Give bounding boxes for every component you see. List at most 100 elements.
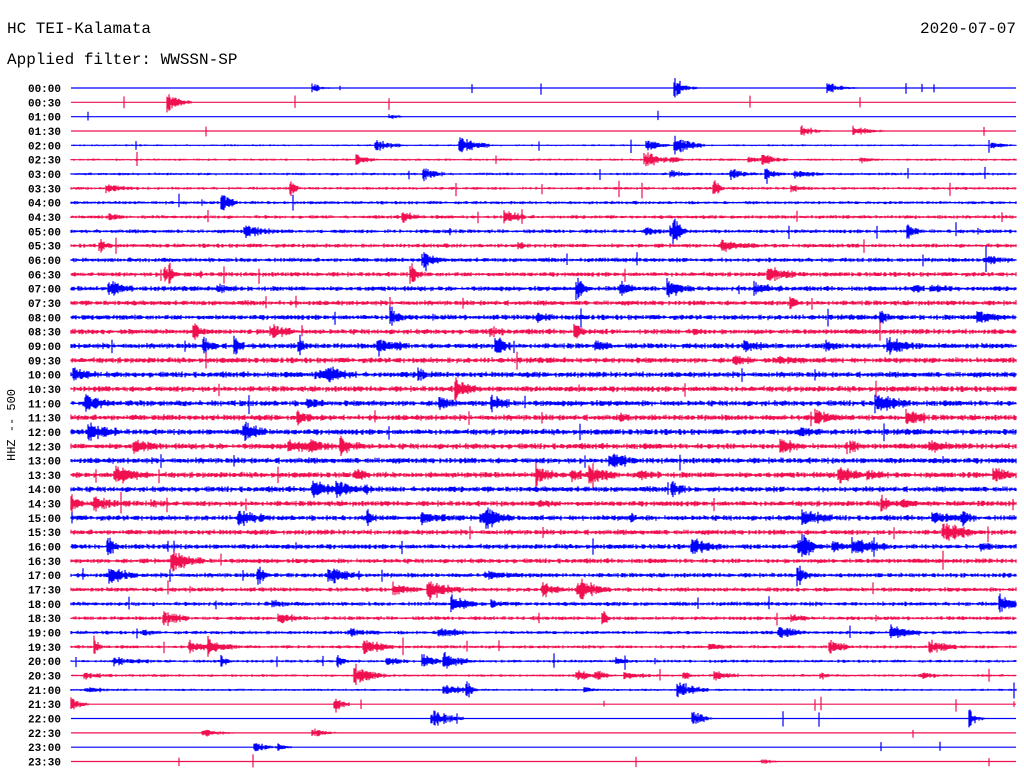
row-time-label: 05:30 bbox=[28, 242, 61, 254]
seismic-trace bbox=[71, 94, 1016, 113]
seismic-trace bbox=[70, 624, 1017, 639]
seismic-trace bbox=[70, 635, 1017, 657]
row-time-label: 22:00 bbox=[28, 715, 61, 727]
row-time-label: 12:30 bbox=[28, 442, 61, 454]
seismic-trace bbox=[70, 421, 1017, 442]
row-time-label: 16:00 bbox=[28, 543, 61, 555]
seismic-trace bbox=[71, 741, 1016, 752]
row-time-label: 15:00 bbox=[28, 514, 61, 526]
seismic-trace bbox=[70, 523, 1017, 542]
row-time-label: 14:30 bbox=[28, 500, 61, 512]
seismic-trace bbox=[71, 709, 1016, 728]
row-time-label: 12:00 bbox=[28, 428, 61, 440]
row-time-label: 08:00 bbox=[28, 313, 61, 325]
row-time-label: 21:00 bbox=[28, 686, 61, 698]
seismic-trace bbox=[70, 507, 1017, 529]
row-time-label: 05:00 bbox=[28, 227, 61, 239]
seismic-trace bbox=[70, 277, 1017, 300]
row-time-label: 11:00 bbox=[28, 399, 61, 411]
row-time-label: 04:00 bbox=[28, 199, 61, 211]
row-time-label: 10:00 bbox=[28, 371, 61, 383]
seismic-trace bbox=[70, 681, 1017, 699]
row-time-label: 13:30 bbox=[28, 471, 61, 483]
seismic-trace bbox=[70, 534, 1017, 557]
station-title: HC TEI-Kalamata bbox=[7, 20, 152, 38]
row-time-label: 03:00 bbox=[28, 170, 61, 182]
seismic-trace bbox=[70, 351, 1017, 370]
seismic-trace bbox=[70, 218, 1017, 244]
seismic-trace bbox=[70, 262, 1017, 284]
row-time-label: 20:30 bbox=[28, 672, 61, 684]
seismic-trace bbox=[70, 453, 1017, 471]
seismic-trace bbox=[70, 394, 1017, 415]
seismic-trace bbox=[70, 565, 1017, 587]
row-time-label: 23:00 bbox=[28, 743, 61, 755]
seismic-trace bbox=[70, 295, 1017, 310]
seismic-trace bbox=[71, 78, 1016, 98]
row-time-label: 01:30 bbox=[28, 127, 61, 139]
seismic-trace bbox=[71, 110, 1016, 121]
seismic-trace bbox=[70, 237, 1017, 254]
row-time-label: 04:30 bbox=[28, 213, 61, 225]
seismic-trace bbox=[70, 209, 1017, 224]
seismic-trace bbox=[71, 663, 1017, 685]
row-time-label: 11:30 bbox=[28, 414, 61, 426]
seismic-trace bbox=[70, 377, 1017, 401]
row-time-label: 18:00 bbox=[28, 600, 61, 612]
row-time-label: 09:00 bbox=[28, 342, 61, 354]
seismic-trace bbox=[70, 151, 1017, 167]
row-time-label: 06:30 bbox=[28, 270, 61, 282]
filter-label: Applied filter: WWSSN-SP bbox=[7, 51, 238, 69]
seismic-trace bbox=[70, 193, 1017, 211]
row-time-label: 02:30 bbox=[28, 156, 61, 168]
seismic-trace bbox=[71, 125, 1016, 137]
seismic-trace bbox=[70, 366, 1017, 383]
seismic-trace bbox=[70, 306, 1017, 328]
seismic-trace bbox=[71, 754, 1016, 768]
row-time-label: 19:00 bbox=[28, 629, 61, 641]
row-time-label: 13:00 bbox=[28, 457, 61, 469]
row-time-label: 03:30 bbox=[28, 184, 61, 196]
row-time-label: 18:30 bbox=[28, 614, 61, 626]
seismic-trace bbox=[71, 728, 1016, 738]
row-time-label: 02:00 bbox=[28, 141, 61, 153]
row-time-label: 10:30 bbox=[28, 385, 61, 397]
seismic-trace bbox=[70, 180, 1017, 199]
seismic-trace bbox=[70, 593, 1017, 613]
row-time-label: 23:30 bbox=[28, 758, 61, 770]
seismic-trace bbox=[70, 696, 1016, 713]
row-time-label: 19:30 bbox=[28, 643, 61, 655]
seismic-trace bbox=[70, 321, 1017, 341]
row-time-label: 09:30 bbox=[28, 356, 61, 368]
row-time-label: 21:30 bbox=[28, 700, 61, 712]
seismic-trace bbox=[70, 166, 1017, 184]
row-time-label: 07:30 bbox=[28, 299, 61, 311]
seismic-trace bbox=[70, 652, 1017, 670]
seismic-trace bbox=[70, 578, 1017, 601]
seismic-trace bbox=[70, 334, 1017, 357]
row-time-label: 17:00 bbox=[28, 571, 61, 583]
seismic-trace bbox=[70, 491, 1017, 514]
row-time-label: 00:30 bbox=[28, 98, 61, 110]
row-time-label: 15:30 bbox=[28, 528, 61, 540]
seismic-trace bbox=[71, 135, 1017, 155]
row-time-label: 17:30 bbox=[28, 586, 61, 598]
seismic-trace bbox=[70, 611, 1017, 626]
row-time-label: 16:30 bbox=[28, 557, 61, 569]
date-label: 2020-07-07 bbox=[919, 20, 1016, 38]
seismic-trace bbox=[70, 480, 1017, 498]
seismic-trace bbox=[70, 408, 1017, 427]
row-time-label: 20:00 bbox=[28, 657, 61, 669]
row-time-label: 07:00 bbox=[28, 285, 61, 297]
row-time-label: 14:00 bbox=[28, 485, 61, 497]
seismic-trace bbox=[70, 550, 1017, 572]
row-time-label: 22:30 bbox=[28, 729, 61, 741]
row-time-label: 06:00 bbox=[28, 256, 61, 268]
seismic-trace bbox=[70, 245, 1017, 272]
seismic-trace bbox=[70, 435, 1017, 456]
row-time-label: 00:00 bbox=[28, 84, 61, 96]
row-time-label: 08:30 bbox=[28, 328, 61, 340]
row-time-label: 01:00 bbox=[28, 113, 61, 125]
seismic-trace bbox=[70, 462, 1017, 491]
